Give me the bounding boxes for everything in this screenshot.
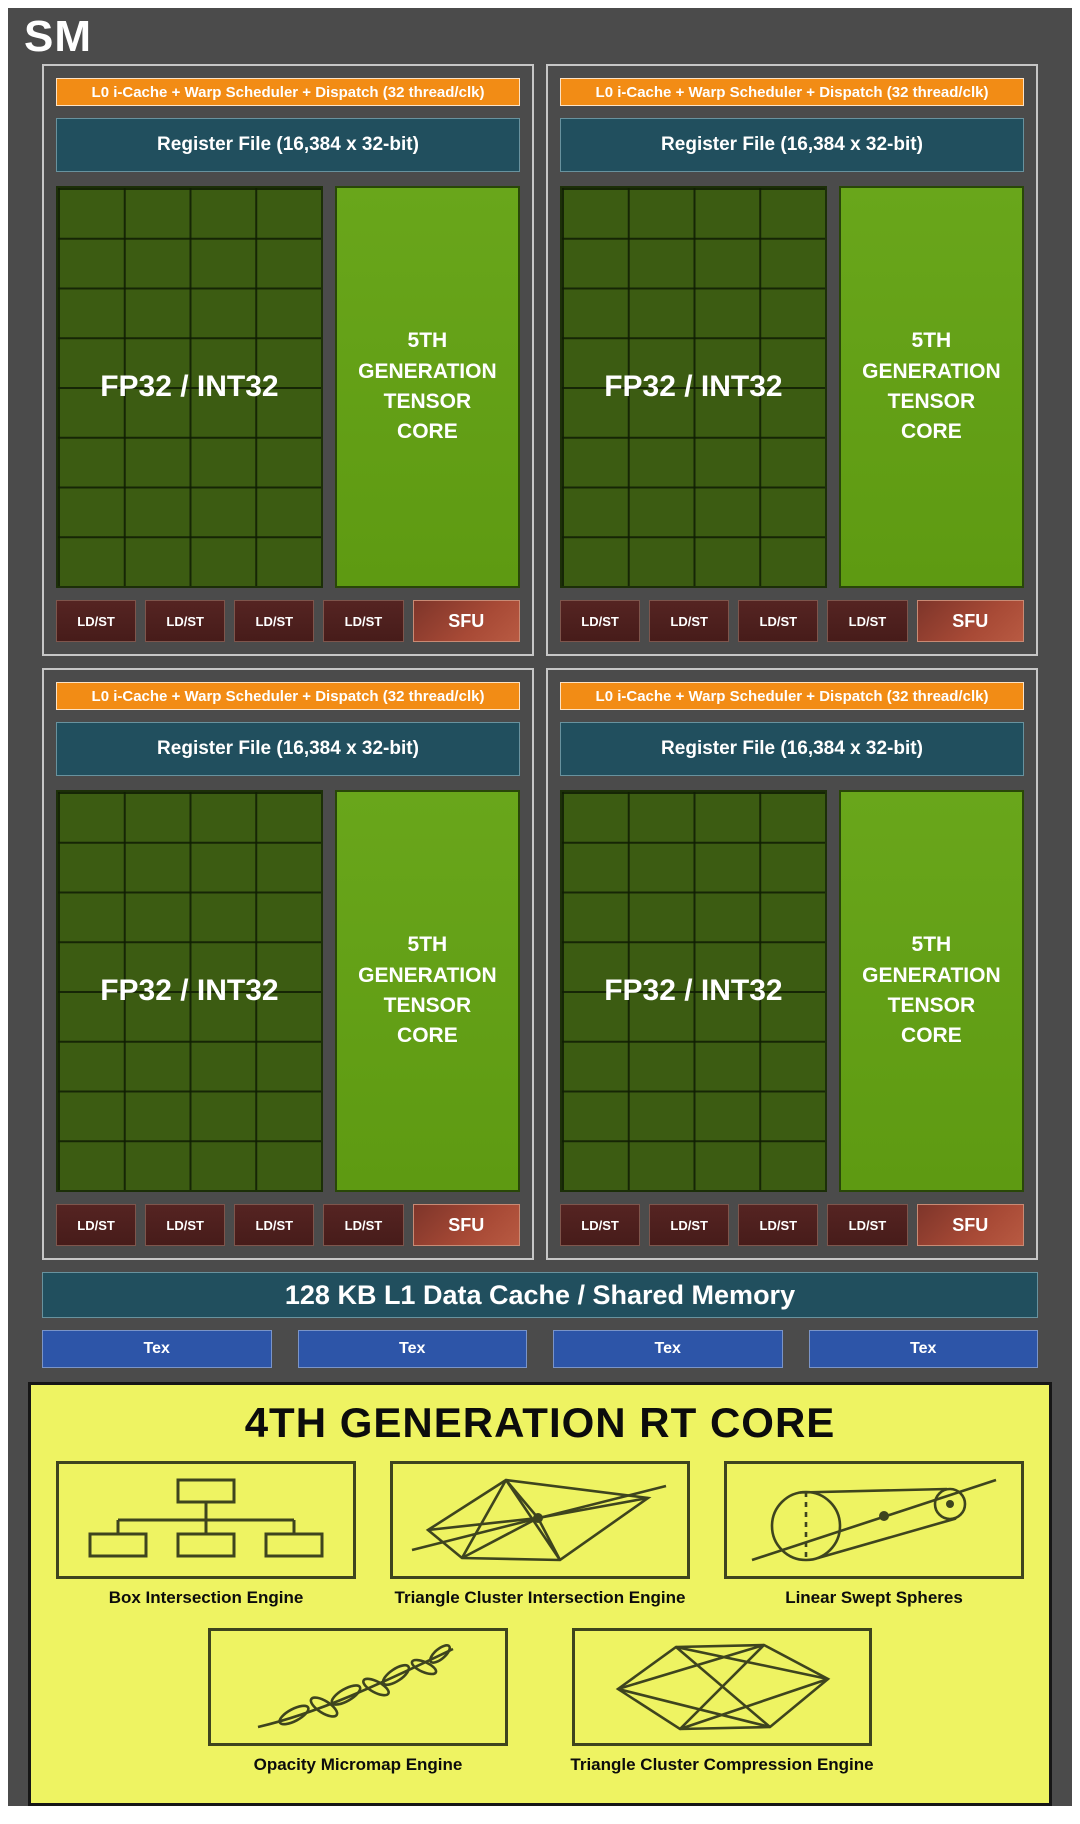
core-area: FP32 / INT32 5TH GENERATION TENSOR CORE	[560, 790, 1024, 1192]
warp-scheduler-bar: L0 i-Cache + Warp Scheduler + Dispatch (…	[56, 78, 520, 106]
ldst-unit: LD/ST	[323, 1204, 404, 1246]
engine-box	[724, 1461, 1024, 1579]
box-intersection-icon	[88, 1478, 324, 1558]
l1-cache-bar: 128 KB L1 Data Cache / Shared Memory	[42, 1272, 1038, 1318]
load-store-row: LD/ST LD/ST LD/ST LD/ST SFU	[560, 1204, 1024, 1246]
core-area: FP32 / INT32 5TH GENERATION TENSOR CORE	[56, 186, 520, 588]
rt-engine-box-intersection: Box Intersection Engine	[56, 1461, 356, 1608]
tex-unit: Tex	[553, 1330, 783, 1368]
tensor-core-block: 5TH GENERATION TENSOR CORE	[838, 790, 1024, 1192]
load-store-row: LD/ST LD/ST LD/ST LD/ST SFU	[560, 600, 1024, 642]
ldst-unit: LD/ST	[56, 600, 137, 642]
fp32-int32-core-grid: FP32 / INT32	[56, 790, 323, 1192]
fp32-int32-label: FP32 / INT32	[100, 974, 279, 1007]
sm-sub-partition: L0 i-Cache + Warp Scheduler + Dispatch (…	[546, 668, 1038, 1260]
tensor-core-block: 5TH GENERATION TENSOR CORE	[838, 186, 1024, 588]
tensor-core-label: 5TH GENERATION TENSOR CORE	[862, 933, 1001, 1048]
register-file-bar: Register File (16,384 x 32-bit)	[560, 118, 1024, 172]
core-area: FP32 / INT32 5TH GENERATION TENSOR CORE	[56, 790, 520, 1192]
fp32-int32-core-grid: FP32 / INT32	[560, 186, 827, 588]
register-file-bar: Register File (16,384 x 32-bit)	[560, 722, 1024, 776]
register-file-bar: Register File (16,384 x 32-bit)	[56, 722, 520, 776]
sfu-unit: SFU	[916, 600, 1024, 642]
fp32-int32-label: FP32 / INT32	[604, 370, 783, 403]
tex-row: Tex Tex Tex Tex	[42, 1330, 1038, 1368]
ldst-unit: LD/ST	[234, 1204, 315, 1246]
engine-box	[390, 1461, 690, 1579]
sfu-unit: SFU	[412, 1204, 520, 1246]
engine-box	[56, 1461, 356, 1579]
rt-engine-opacity-micromap: Opacity Micromap Engine	[208, 1628, 508, 1775]
warp-scheduler-bar: L0 i-Cache + Warp Scheduler + Dispatch (…	[560, 682, 1024, 710]
fp32-int32-label: FP32 / INT32	[604, 974, 783, 1007]
ldst-unit: LD/ST	[56, 1204, 137, 1246]
ldst-unit: LD/ST	[738, 600, 819, 642]
engine-caption: Opacity Micromap Engine	[253, 1755, 463, 1774]
rt-engine-row-2: Opacity Micromap Engine Triangle Cluster…	[47, 1628, 1033, 1775]
linear-swept-spheres-icon	[751, 1478, 997, 1562]
sm-sub-partition: L0 i-Cache + Warp Scheduler + Dispatch (…	[42, 668, 534, 1260]
tensor-core-block: 5TH GENERATION TENSOR CORE	[334, 790, 520, 1192]
ldst-unit: LD/ST	[827, 600, 908, 642]
tex-unit: Tex	[42, 1330, 272, 1368]
sfu-unit: SFU	[916, 1204, 1024, 1246]
tensor-core-label: 5TH GENERATION TENSOR CORE	[358, 933, 497, 1048]
engine-caption: Box Intersection Engine	[108, 1588, 304, 1607]
triangle-cluster-compression-icon	[615, 1643, 831, 1731]
ldst-unit: LD/ST	[827, 1204, 908, 1246]
ldst-unit: LD/ST	[323, 600, 404, 642]
rt-core-title: 4TH GENERATION RT CORE	[244, 1399, 836, 1446]
engine-box	[208, 1628, 508, 1746]
engine-caption: Linear Swept Spheres	[785, 1588, 963, 1607]
ldst-unit: LD/ST	[145, 600, 226, 642]
load-store-row: LD/ST LD/ST LD/ST LD/ST SFU	[56, 600, 520, 642]
engine-caption: Triangle Cluster Compression Engine	[570, 1755, 874, 1774]
core-area: FP32 / INT32 5TH GENERATION TENSOR CORE	[560, 186, 1024, 588]
warp-scheduler-bar: L0 i-Cache + Warp Scheduler + Dispatch (…	[560, 78, 1024, 106]
engine-caption: Triangle Cluster Intersection Engine	[394, 1588, 686, 1607]
triangle-cluster-intersection-icon	[411, 1478, 667, 1562]
tensor-core-label: 5TH GENERATION TENSOR CORE	[358, 329, 497, 444]
ldst-unit: LD/ST	[234, 600, 315, 642]
ldst-unit: LD/ST	[649, 1204, 730, 1246]
rt-engine-triangle-cluster-compression: Triangle Cluster Compression Engine	[570, 1628, 874, 1775]
sm-partitions-grid: L0 i-Cache + Warp Scheduler + Dispatch (…	[8, 64, 1072, 1260]
sm-sub-partition: L0 i-Cache + Warp Scheduler + Dispatch (…	[42, 64, 534, 656]
ldst-unit: LD/ST	[145, 1204, 226, 1246]
sfu-unit: SFU	[412, 600, 520, 642]
rt-engine-triangle-cluster-intersection: Triangle Cluster Intersection Engine	[390, 1461, 690, 1608]
register-file-bar: Register File (16,384 x 32-bit)	[56, 118, 520, 172]
rt-engine-row-1: Box Intersection Engine Tri	[47, 1461, 1033, 1608]
fp32-int32-core-grid: FP32 / INT32	[56, 186, 323, 588]
ldst-unit: LD/ST	[560, 1204, 641, 1246]
opacity-micromap-icon	[257, 1644, 454, 1729]
tensor-core-block: 5TH GENERATION TENSOR CORE	[334, 186, 520, 588]
ldst-unit: LD/ST	[738, 1204, 819, 1246]
rt-core-block: 4TH GENERATION RT CORE	[28, 1382, 1052, 1806]
tex-unit: Tex	[808, 1330, 1038, 1368]
tex-unit: Tex	[297, 1330, 527, 1368]
fp32-int32-core-grid: FP32 / INT32	[560, 790, 827, 1192]
ldst-unit: LD/ST	[649, 600, 730, 642]
fp32-int32-label: FP32 / INT32	[100, 370, 279, 403]
load-store-row: LD/ST LD/ST LD/ST LD/ST SFU	[56, 1204, 520, 1246]
rt-engine-linear-swept-spheres: Linear Swept Spheres	[724, 1461, 1024, 1608]
sm-sub-partition: L0 i-Cache + Warp Scheduler + Dispatch (…	[546, 64, 1038, 656]
tensor-core-label: 5TH GENERATION TENSOR CORE	[862, 329, 1001, 444]
warp-scheduler-bar: L0 i-Cache + Warp Scheduler + Dispatch (…	[56, 682, 520, 710]
ldst-unit: LD/ST	[560, 600, 641, 642]
sm-block: SM L0 i-Cache + Warp Scheduler + Dispatc…	[8, 8, 1072, 1806]
sm-title: SM	[24, 12, 92, 61]
engine-box	[572, 1628, 872, 1746]
